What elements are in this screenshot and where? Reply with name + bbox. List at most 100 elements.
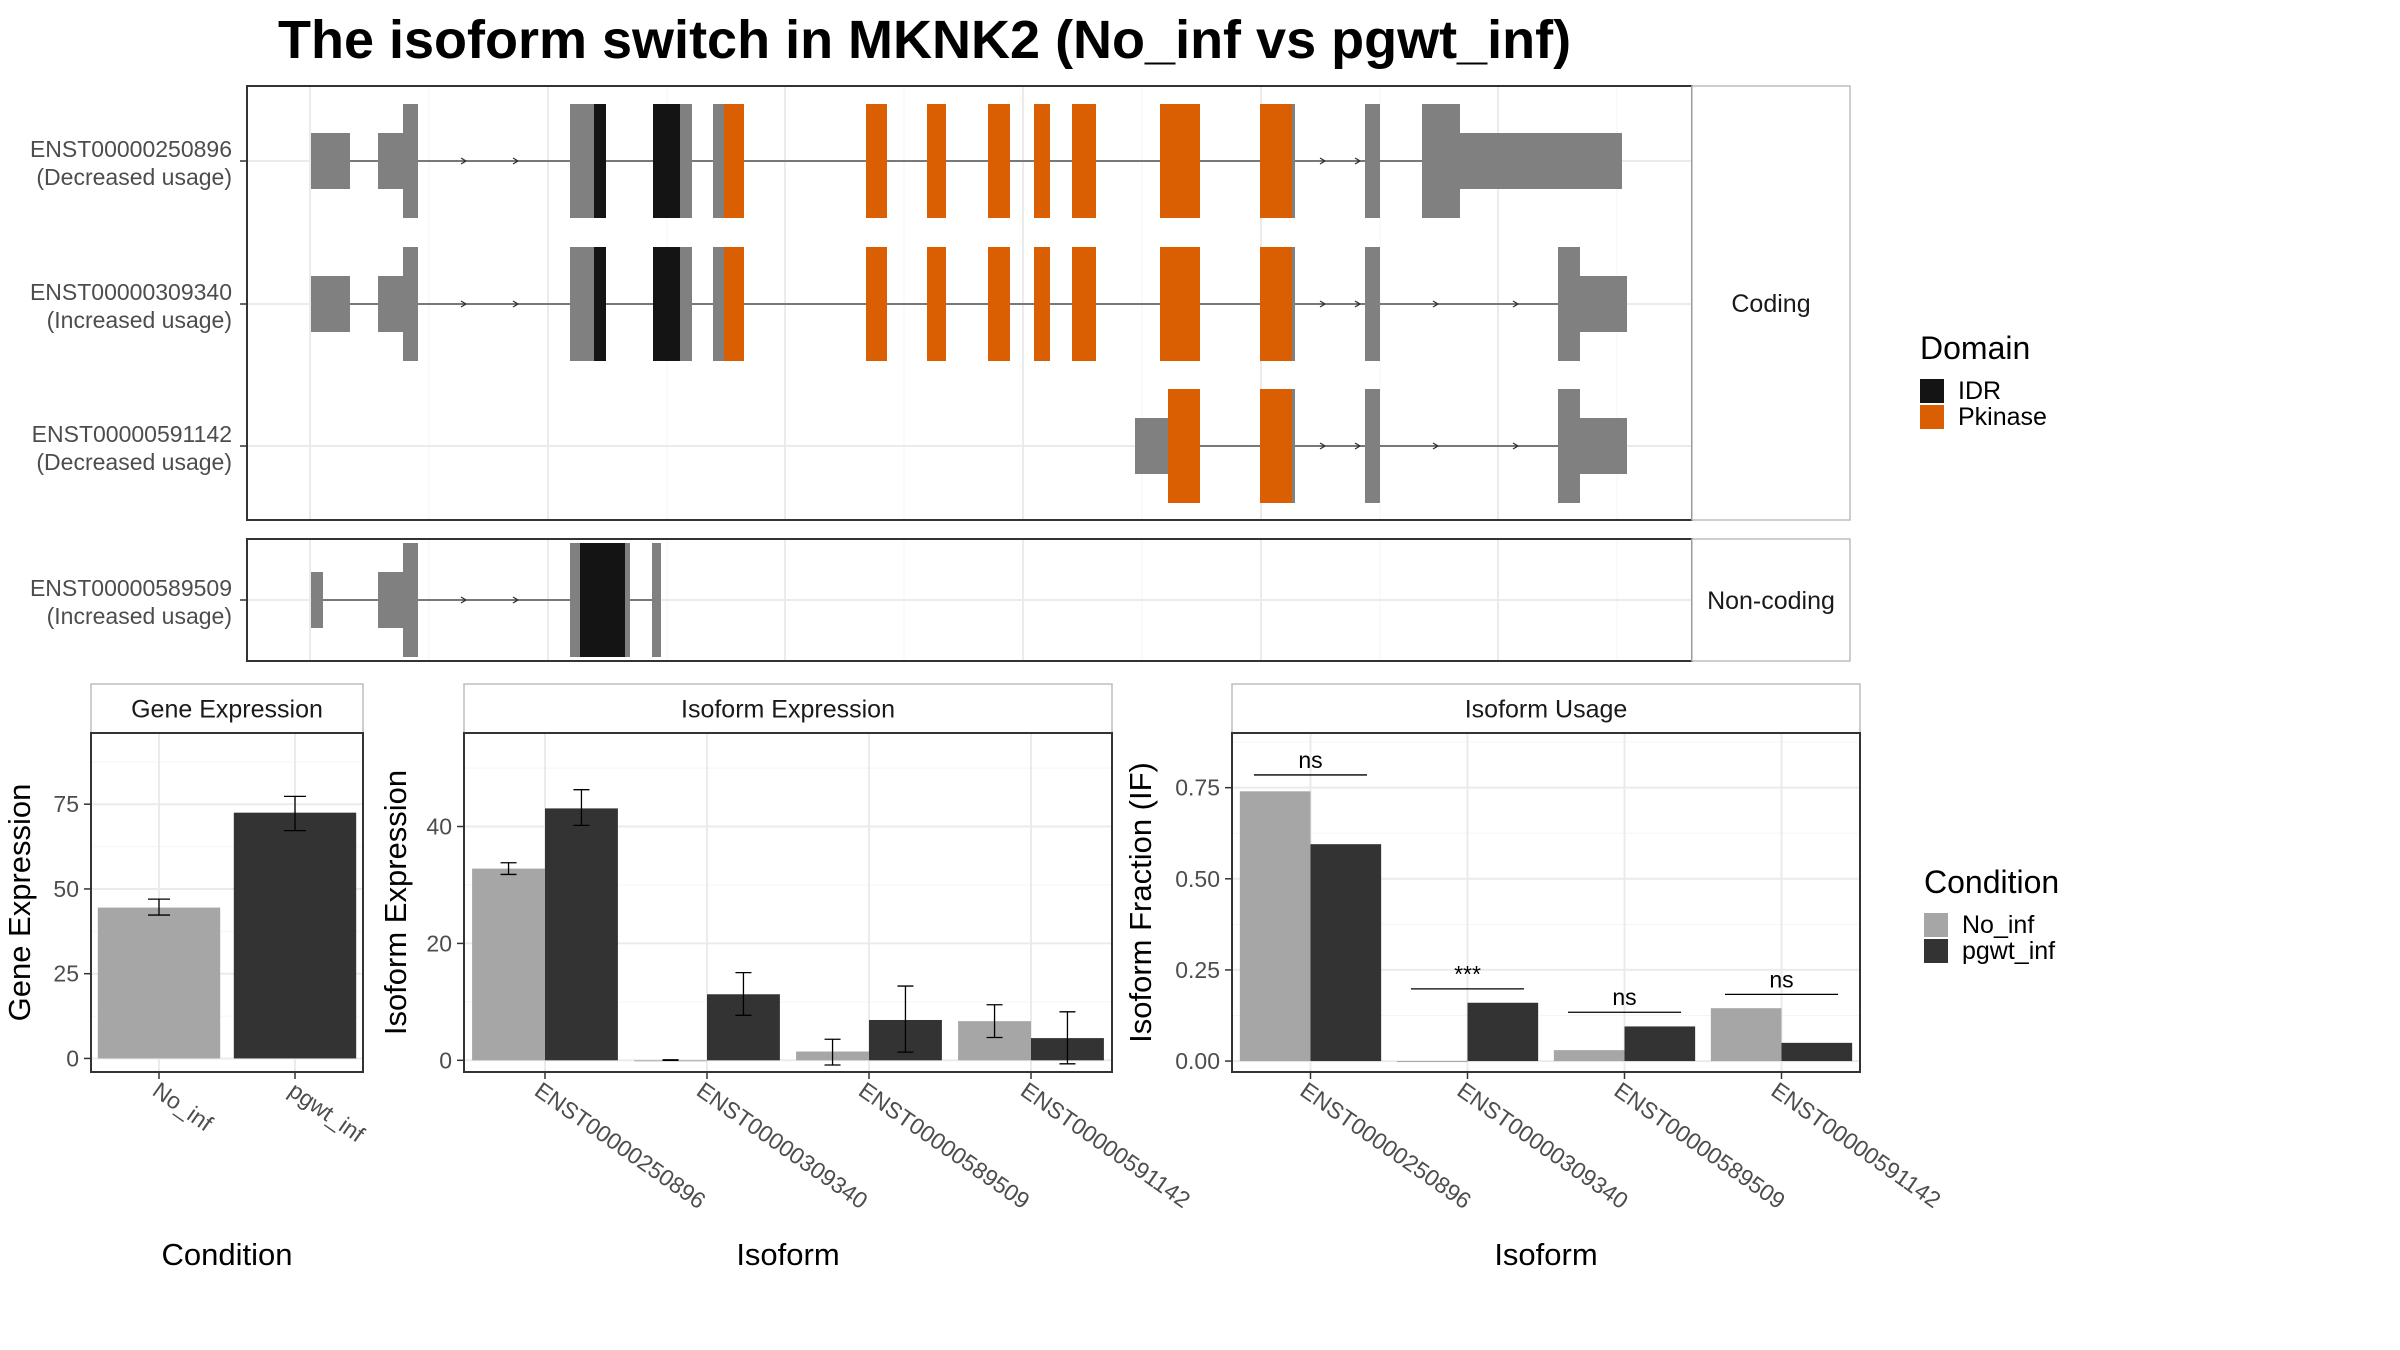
- bar-no_inf: [1239, 791, 1311, 1062]
- significance-label: ns: [1612, 984, 1636, 1010]
- error-bar: [1059, 1011, 1076, 1065]
- domain-legend-title: Domain: [1920, 330, 2030, 366]
- panel-strip: [90, 683, 364, 734]
- bar-no_inf: [97, 907, 221, 1059]
- domain-pkinase: [724, 247, 744, 361]
- y-tick-label: 20: [426, 930, 452, 956]
- x-tick-label: ENST00000589509: [854, 1077, 1034, 1214]
- domain-pkinase: [1160, 104, 1200, 218]
- exon-block: [311, 572, 323, 628]
- transcript-usage-label: (Decreased usage): [36, 449, 232, 475]
- legend-key-pgwt_inf: [1924, 939, 1948, 963]
- legend-key-no_inf: [1924, 913, 1948, 937]
- domain-pkinase: [1260, 247, 1292, 361]
- y-tick-label: 40: [426, 814, 452, 840]
- error-bar: [662, 1059, 679, 1061]
- error-bar: [284, 795, 306, 832]
- x-tick-label: ENST00000589509: [1610, 1077, 1790, 1214]
- x-tick-label: No_inf: [148, 1077, 218, 1137]
- transcript-ENST00000309340: [311, 247, 1627, 361]
- x-axis-title: Isoform: [736, 1237, 839, 1272]
- direction-arrow: [1432, 300, 1440, 308]
- transcript-id-label: ENST00000591142: [32, 421, 232, 447]
- x-tick-label: ENST00000309340: [692, 1077, 872, 1214]
- legend-label-no_inf: No_inf: [1962, 911, 2034, 939]
- plot-frame: [1231, 732, 1861, 1073]
- bar-pgwt_inf: [233, 812, 357, 1059]
- bar-pgwt_inf: [545, 808, 618, 1061]
- facet-non-coding: ENST00000589509(Increased usage) Non-codi…: [30, 538, 1851, 662]
- exon-block: [1292, 104, 1295, 218]
- exon-block: [625, 543, 630, 657]
- error-bar: [573, 789, 590, 826]
- y-axis-title: Gene Expression: [2, 784, 37, 1022]
- plot-frame: [463, 732, 1113, 1073]
- domain-idr: [594, 104, 606, 218]
- transcript-ENST00000250896: [311, 104, 1622, 218]
- domain-pkinase: [1072, 247, 1096, 361]
- x-tick-label: ENST00000591142: [1016, 1077, 1195, 1213]
- x-tick-label: pgwt_inf: [284, 1077, 370, 1148]
- bar-no_inf: [472, 868, 545, 1061]
- exon-block: [311, 276, 350, 332]
- direction-arrow: [1512, 442, 1520, 450]
- x-tick-label: ENST00000250896: [530, 1077, 710, 1214]
- exon-block: [570, 104, 594, 218]
- domain-idr: [653, 104, 680, 218]
- transcript-ENST00000589509: [311, 543, 661, 657]
- error-bar: [824, 1038, 841, 1066]
- exon-block: [1558, 247, 1580, 361]
- isoform-usage-chart: Isoform Usage ns *** ns ns 0.00 0.25 0.50 0.75 EN…: [1123, 683, 1946, 1272]
- transcript-usage-label: (Increased usage): [47, 307, 232, 333]
- direction-arrow: [1319, 157, 1327, 165]
- exon-block: [570, 247, 594, 361]
- y-tick-label: 0: [439, 1047, 452, 1073]
- condition-legend-title: Condition: [1924, 864, 2059, 900]
- exon-block: [311, 133, 350, 189]
- legend-label-idr: IDR: [1958, 377, 2001, 405]
- y-tick-label: 50: [53, 876, 79, 902]
- y-tick-label: 25: [53, 961, 79, 987]
- transcript-ENST00000591142: [1135, 389, 1627, 503]
- domain-pkinase: [988, 104, 1010, 218]
- exon-block: [1292, 247, 1295, 361]
- domain-pkinase: [866, 247, 887, 361]
- domain-pkinase: [1072, 104, 1096, 218]
- exon-block: [1292, 389, 1295, 503]
- exon-block: [713, 247, 724, 361]
- direction-arrow: [512, 596, 520, 604]
- isoform-structure-panel: ENST00000250896(Decreased usage)ENST0000…: [30, 85, 1851, 662]
- significance-label: ns: [1298, 747, 1322, 773]
- domain-pkinase: [1260, 389, 1292, 503]
- exon-block: [403, 247, 418, 361]
- isoform-expression-chart: Isoform Expression02040ENST00000250896EN…: [378, 683, 1195, 1272]
- direction-arrow: [460, 157, 468, 165]
- y-axis-title: Isoform Expression: [378, 770, 413, 1035]
- exon-block: [378, 572, 403, 628]
- x-axis-title: Isoform: [1494, 1237, 1597, 1272]
- x-tick-label: ENST00000250896: [1296, 1077, 1476, 1214]
- direction-arrow: [512, 157, 520, 165]
- exon-block: [680, 247, 692, 361]
- direction-arrow: [1512, 300, 1520, 308]
- y-tick-label: 0.25: [1175, 957, 1220, 983]
- bar-pgwt_inf: [1467, 1002, 1539, 1062]
- domain-idr: [653, 247, 680, 361]
- domain-pkinase: [988, 247, 1010, 361]
- direction-arrow: [460, 300, 468, 308]
- domain-pkinase: [927, 104, 946, 218]
- bar-pgwt_inf: [1310, 844, 1382, 1062]
- facet-strip: [1691, 85, 1851, 521]
- exon-block: [378, 133, 403, 189]
- x-tick-label: ENST00000309340: [1453, 1077, 1633, 1214]
- gene-expression-chart: Gene Expression 0 25 50 75 No_inf pgwt_inf Cond…: [2, 683, 370, 1272]
- direction-arrow: [1432, 442, 1440, 450]
- exon-block: [652, 543, 661, 657]
- y-tick-label: 0.75: [1175, 775, 1220, 801]
- exon-block: [570, 543, 580, 657]
- domain-idr: [580, 543, 625, 657]
- legend-label-pgwt_inf: pgwt_inf: [1962, 937, 2055, 965]
